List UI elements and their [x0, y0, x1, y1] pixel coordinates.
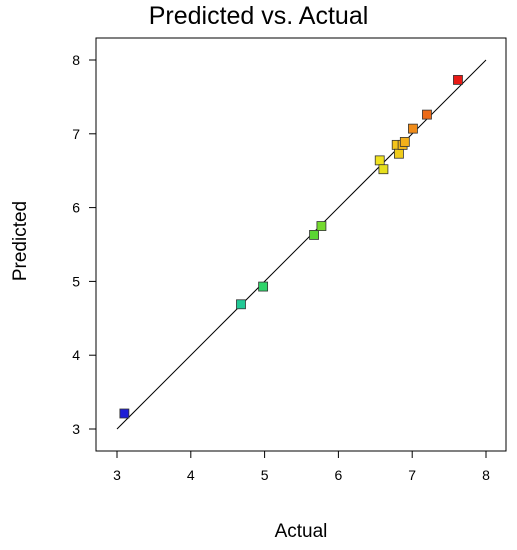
x-tick-label: 5	[261, 467, 269, 483]
y-axis-label: Predicted	[10, 200, 31, 282]
data-point	[374, 155, 385, 166]
data-point	[236, 299, 246, 310]
y-tick-label: 6	[72, 200, 80, 216]
reference-line-group	[116, 59, 487, 430]
y-tick-label: 8	[72, 52, 80, 68]
data-point	[422, 109, 432, 120]
data-point	[258, 281, 269, 292]
x-tick-label: 7	[408, 467, 416, 483]
axis-ticks: 3 4 5 6 7 8 3 4 5 6 7 8	[72, 52, 490, 483]
data-point	[119, 408, 130, 419]
data-point	[394, 148, 404, 159]
y-tick-label: 4	[72, 347, 80, 363]
data-points	[119, 75, 463, 419]
data-point	[378, 164, 389, 175]
x-axis-label: Actual	[274, 521, 328, 542]
x-tick-label: 8	[482, 467, 490, 483]
x-tick-label: 6	[335, 467, 343, 483]
chart-title: Predicted vs. Actual	[148, 2, 369, 30]
x-tick-label: 3	[113, 467, 121, 483]
y-tick-label: 5	[72, 273, 80, 289]
data-point	[408, 123, 418, 134]
data-point	[309, 230, 319, 240]
data-point	[453, 75, 463, 85]
reference-line	[116, 59, 487, 430]
y-tick-label: 7	[72, 126, 80, 142]
data-point	[316, 221, 327, 231]
data-point	[399, 137, 410, 147]
y-tick-label: 3	[72, 421, 80, 437]
x-tick-label: 4	[187, 467, 195, 483]
plot-frame	[95, 37, 507, 452]
